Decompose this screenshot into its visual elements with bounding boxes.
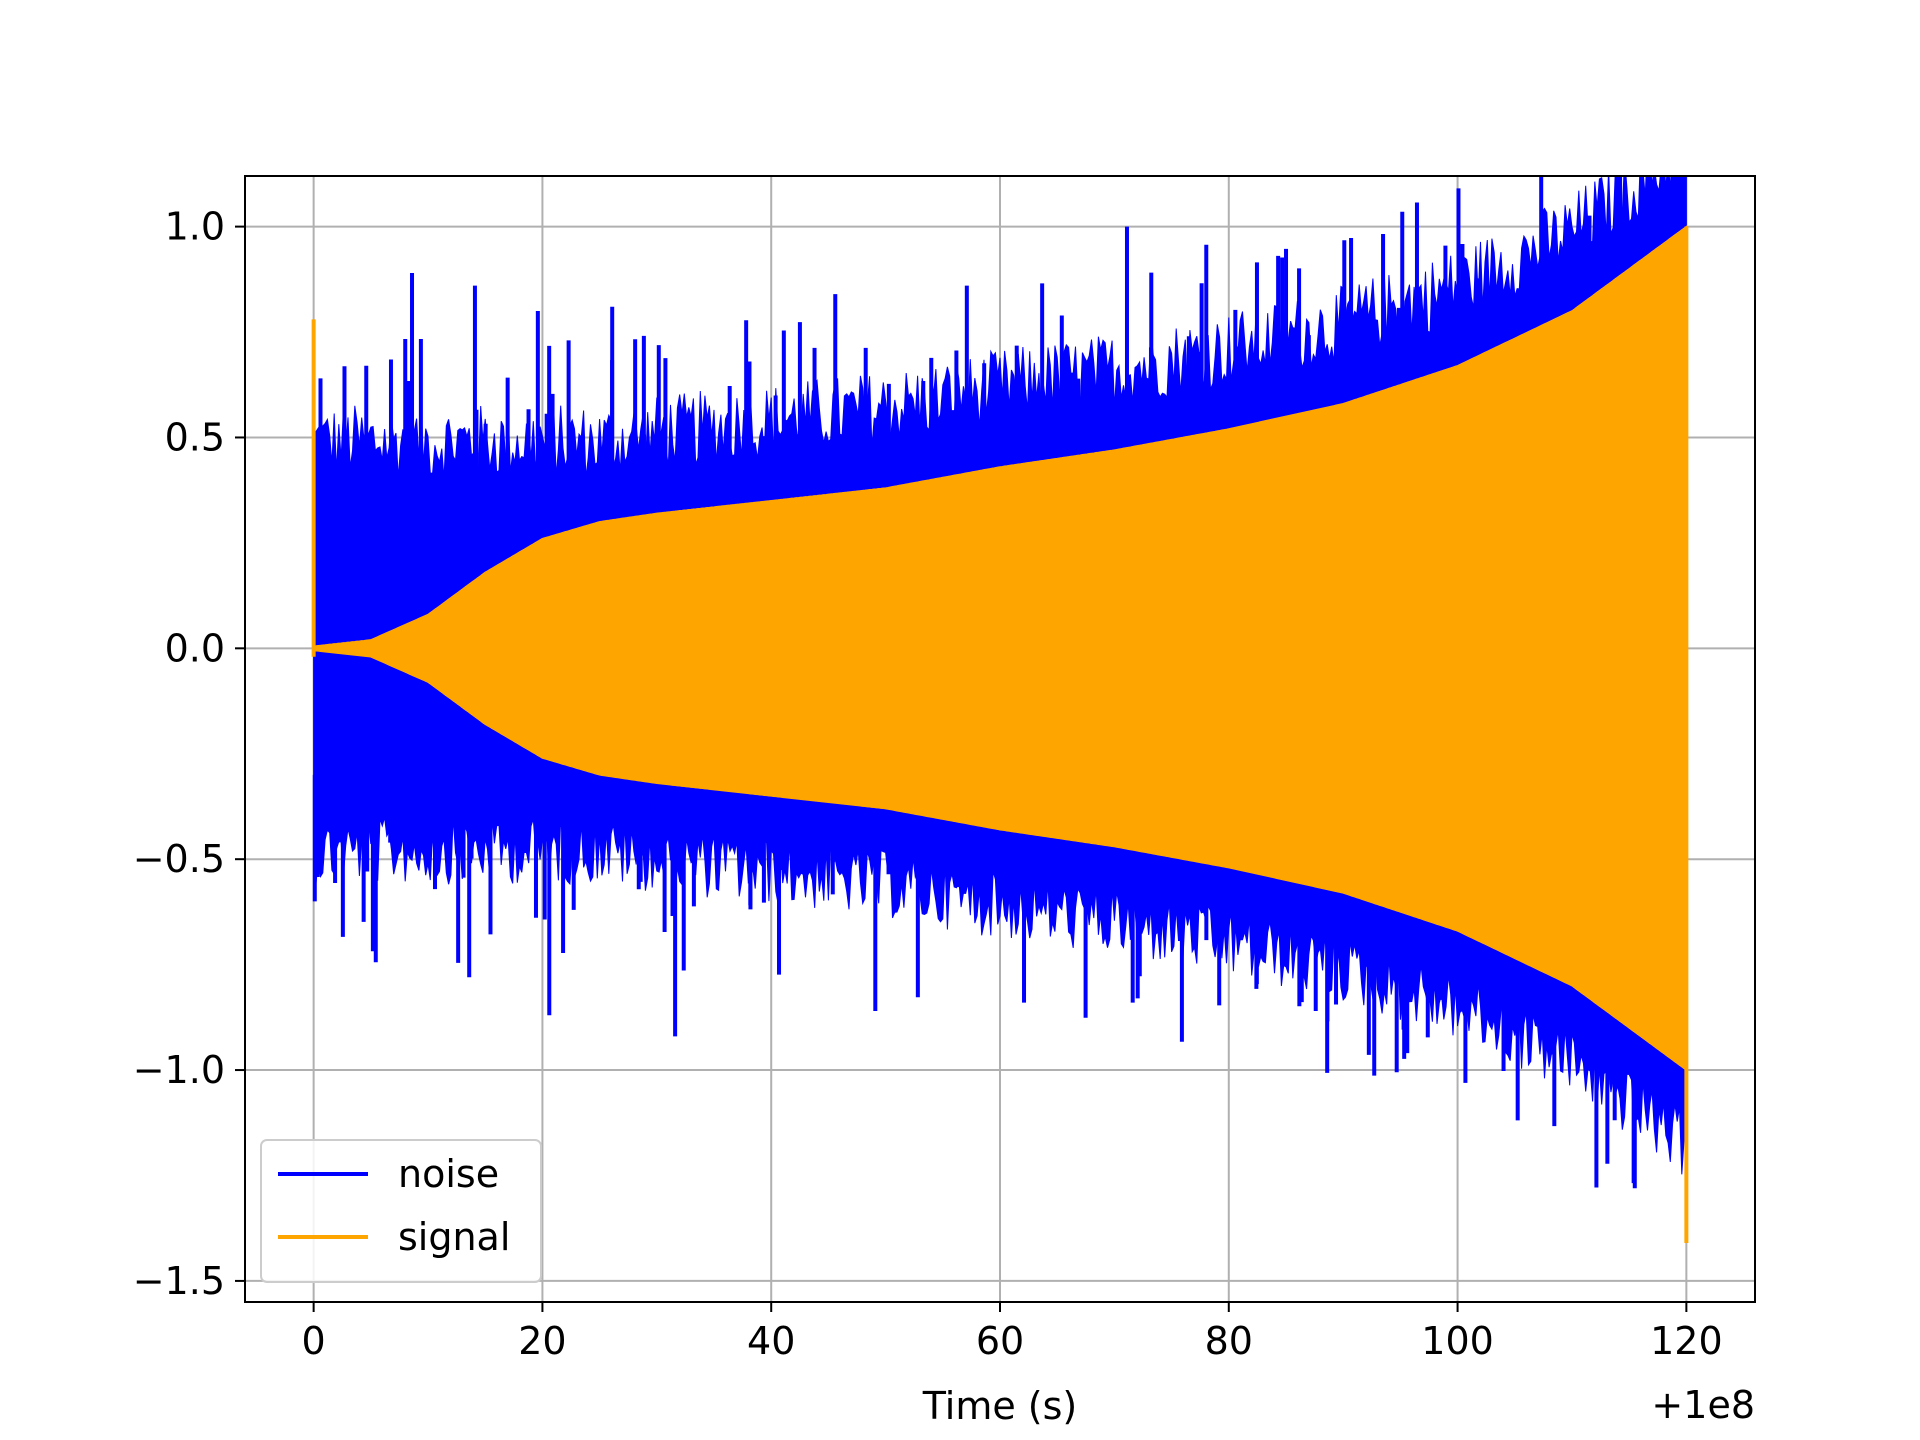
signal-spikes [311, 226, 1689, 1243]
y-tick-label: −0.5 [133, 837, 225, 881]
legend-signal-label: signal [398, 1215, 510, 1259]
x-tick-label: 40 [747, 1319, 795, 1363]
y-axis: 1.0 0.5 0.0 −0.5 −1.0 −1.5 [133, 205, 245, 1303]
y-tick-label: −1.0 [133, 1048, 225, 1092]
series-layer [311, 176, 1689, 1243]
legend-noise-label: noise [398, 1152, 499, 1196]
x-tick-label: 0 [302, 1319, 326, 1363]
y-tick-label: 0.0 [165, 626, 225, 670]
x-offset-label: +1e8 [1651, 1383, 1755, 1427]
x-tick-label: 80 [1205, 1319, 1253, 1363]
legend: noise signal [260, 1139, 542, 1283]
x-tick-label: 60 [976, 1319, 1024, 1363]
y-tick-label: 1.0 [165, 205, 225, 249]
x-tick-label: 120 [1650, 1319, 1723, 1363]
x-tick-label: 20 [518, 1319, 566, 1363]
noise-peaks [312, 176, 1637, 1189]
x-axis-label: Time (s) [922, 1384, 1078, 1428]
y-tick-label: −1.5 [133, 1259, 225, 1303]
x-tick-label: 100 [1421, 1319, 1494, 1363]
x-axis: 0 20 40 60 80 100 120 [302, 1302, 1723, 1363]
y-tick-label: 0.5 [165, 415, 225, 459]
